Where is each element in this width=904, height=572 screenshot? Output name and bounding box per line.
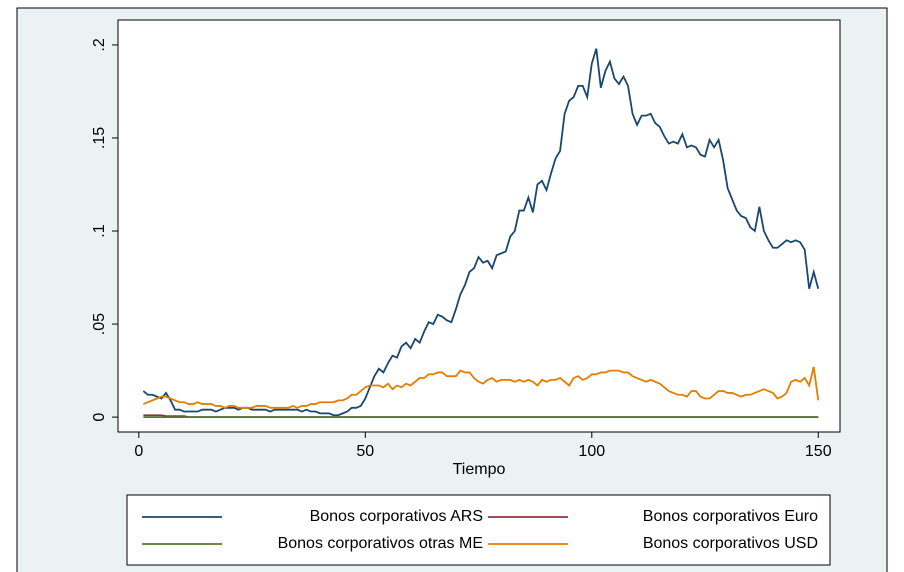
- x-tick-label: 50: [356, 443, 374, 460]
- x-axis-label: Tiempo: [453, 461, 506, 478]
- x-tick-label: 0: [134, 443, 143, 460]
- series-line: [143, 366, 820, 409]
- y-tick-label: .2: [91, 38, 108, 51]
- plot-region: [117, 19, 841, 433]
- legend-label: Bonos corporativos Euro: [643, 508, 818, 525]
- y-tick-label: .15: [91, 127, 108, 149]
- legend-label: Bonos corporativos otras ME: [278, 535, 483, 552]
- y-tick-label: .05: [91, 313, 108, 335]
- x-tick-label: 100: [578, 443, 605, 460]
- legend-label: Bonos corporativos ARS: [310, 508, 483, 525]
- y-tick-label: .1: [91, 224, 108, 237]
- y-tick-label: 0: [91, 413, 108, 422]
- legend-box: [126, 494, 831, 566]
- legend-label: Bonos corporativos USD: [643, 535, 818, 552]
- series-line: [142, 48, 820, 417]
- x-tick-label: 150: [805, 443, 832, 460]
